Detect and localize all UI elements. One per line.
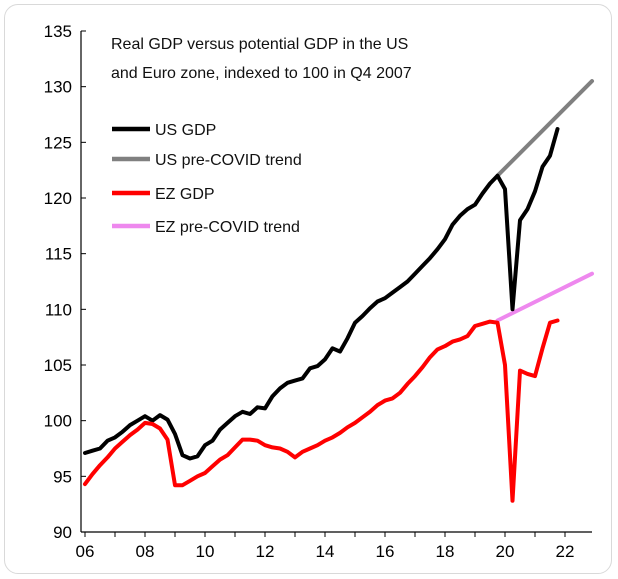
- x-tick-label: 08: [136, 542, 155, 561]
- chart-title-line-2: and Euro zone, indexed to 100 in Q4 2007: [111, 65, 412, 82]
- x-tick-label: 14: [316, 542, 335, 561]
- x-tick-label: 10: [196, 542, 215, 561]
- y-tick-label: 120: [44, 189, 72, 208]
- series-line-us-gdp: [83, 127, 560, 461]
- y-tick-label: 125: [44, 133, 72, 152]
- y-tick-label: 110: [45, 300, 72, 319]
- legend-label-us-pre-covid-trend: US pre-COVID trend: [155, 152, 302, 169]
- legend-label-us-gdp: US GDP: [155, 122, 216, 139]
- y-tick-label: 115: [45, 245, 72, 264]
- y-tick-label: 135: [44, 22, 72, 41]
- y-tick-label: 100: [44, 412, 72, 431]
- chart-title-line-1: Real GDP versus potential GDP in the US: [111, 36, 408, 53]
- y-tick-label: 130: [44, 78, 72, 97]
- y-tick-label: 95: [53, 467, 72, 486]
- legend: US GDP US pre-COVID trend EZ GDP EZ pre-COV…: [112, 122, 302, 236]
- series-line-ez-gdp: [83, 318, 560, 503]
- y-tick-label: 90: [53, 523, 72, 542]
- y-axis-ticks: 90 95 100 105 110 115 120 125 130 135: [44, 22, 86, 542]
- x-tick-label: 06: [76, 542, 95, 561]
- series-line-ez-pre-covid-trend: [495, 271, 594, 323]
- x-tick-label: 12: [256, 542, 275, 561]
- chart-title: Real GDP versus potential GDP in the US …: [111, 36, 412, 82]
- x-axis-ticks: 06 08 10 12 14 16 18 20 22: [76, 532, 575, 561]
- y-tick-label: 105: [44, 356, 72, 375]
- axes: [80, 31, 592, 533]
- series-line-us-pre-covid-trend: [495, 79, 594, 178]
- x-tick-label: 18: [436, 542, 455, 561]
- series-lines: [83, 79, 594, 503]
- x-tick-label: 22: [556, 542, 575, 561]
- legend-label-ez-pre-covid-trend: EZ pre-COVID trend: [155, 219, 300, 236]
- legend-label-ez-gdp: EZ GDP: [155, 186, 215, 203]
- x-tick-label: 20: [496, 542, 515, 561]
- x-tick-label: 16: [376, 542, 395, 561]
